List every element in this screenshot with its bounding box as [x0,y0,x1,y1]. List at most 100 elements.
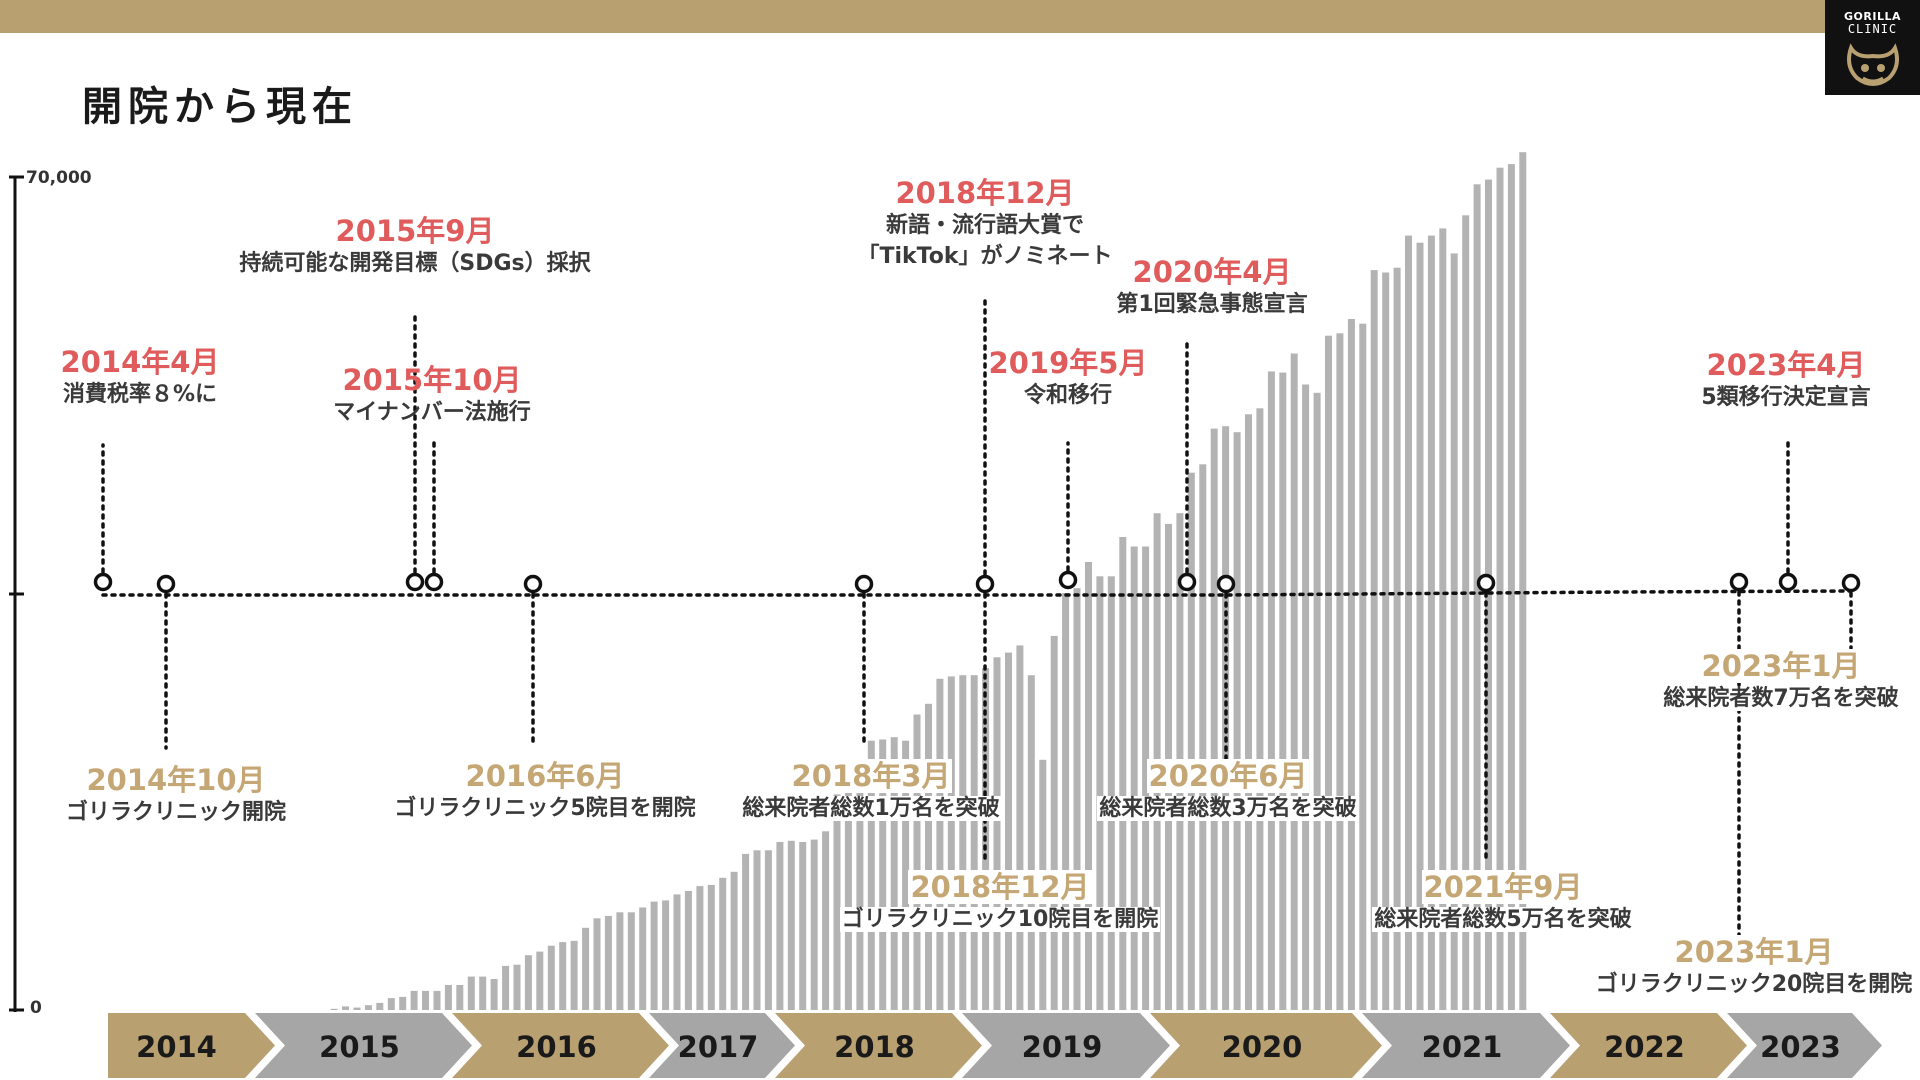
event-text: 総来院者総数3万名を突破 [1097,796,1359,822]
logo-name: GORILLA [1844,10,1901,23]
bar [1382,272,1390,1010]
bar [570,940,578,1010]
bar [1050,635,1058,1010]
bar [890,737,898,1010]
bar [444,985,452,1010]
bar [833,794,841,1010]
event-text: マイナンバー法施行 [333,400,531,426]
bar [1107,576,1115,1010]
bar [1450,253,1458,1010]
bar [936,678,944,1010]
bar [1062,593,1070,1010]
gorilla-clinic-logo: GORILLA CLINIC [1825,0,1920,95]
bar [410,990,418,1010]
bar [1313,392,1321,1010]
bar [1336,333,1344,1010]
event-text: 消費税率８%に [62,382,218,408]
bar [1393,267,1401,1010]
bar [639,907,647,1010]
bar [490,979,498,1010]
bar [1267,371,1275,1010]
bar [1427,235,1435,1011]
year-label: 2015 [319,1030,400,1064]
event-text: ゴリラクリニック開院 [63,800,288,826]
bar [1142,546,1150,1010]
event-marker [1058,570,1078,590]
year-segment [452,1013,669,1078]
event-date: 2020年6月 [1146,759,1310,793]
bar [1462,215,1470,1011]
year-label: 2017 [678,1030,759,1064]
bar [1085,562,1092,1010]
event-date: 2023年1月 [1672,935,1836,969]
external-event: 2023年4月 5類移行決定宣言 [1486,347,1920,414]
year-label: 2019 [1022,1030,1103,1064]
bar [696,886,704,1010]
bar [1519,152,1527,1010]
bar [1496,167,1504,1010]
bar [662,900,670,1010]
bar [650,901,658,1010]
bar [433,990,441,1010]
bar [719,877,727,1010]
year-label: 2016 [516,1030,597,1064]
event-text: 5類移行決定宣言 [1701,385,1871,411]
year-segment [775,1013,982,1078]
bar [376,1002,384,1010]
external-event: 2015年9月 持続可能な開発目標（SDGs）採択 [115,213,715,280]
event-date: 2018年12月 [908,870,1092,904]
bar [684,890,692,1010]
bar [1119,537,1127,1010]
year-segment [1550,1013,1747,1078]
bar [1302,384,1310,1010]
year-segment [1150,1013,1382,1078]
logo-sub: CLINIC [1847,22,1898,36]
bar [422,990,429,1010]
bar [879,739,887,1010]
bar [1507,164,1515,1011]
bar [730,871,738,1010]
year-label: 2014 [136,1030,217,1064]
y-tick-label: 70,000 [26,168,92,188]
bar [1370,270,1378,1011]
bar [947,676,955,1010]
page-title: 開院から現在 [82,84,358,130]
bar [799,842,807,1010]
external-event: 2014年4月消費税率８%に [0,344,440,411]
event-text: 総来院者総数5万名を突破 [1372,907,1634,933]
event-date: 2023年4月 [1706,348,1866,382]
bar [1347,319,1355,1010]
bar [1439,228,1447,1010]
event-marker [93,572,113,592]
top-accent-bar [0,0,1920,33]
bar [970,675,978,1010]
event-date: 2014年4月 [60,345,220,379]
event-marker [156,574,176,594]
year-segment [1362,1013,1570,1078]
year-label: 2020 [1222,1030,1303,1064]
bar [1027,675,1035,1010]
bar [867,740,875,1010]
bar [456,985,464,1010]
event-text: 総来院者総数1万名を突破 [740,796,1002,822]
external-event: 2018年12月 新語・流行語大賞で 「TikTok」がノミネート [685,175,1285,273]
bar [1416,242,1424,1010]
bar [1210,428,1218,1011]
bar [582,927,590,1010]
bar [913,714,921,1010]
year-segment [962,1013,1170,1078]
bar [387,998,395,1010]
bar [925,703,932,1010]
bar [1405,235,1412,1011]
bar [524,955,532,1010]
bar [1016,645,1024,1010]
y-tick-label: 0 [30,998,42,1018]
event-date: 2014年10月 [84,763,268,797]
bar [536,951,544,1010]
bar [364,1005,372,1010]
bar [467,976,475,1010]
event-marker [1216,574,1236,594]
bar [1222,426,1230,1010]
bar [1245,414,1252,1010]
